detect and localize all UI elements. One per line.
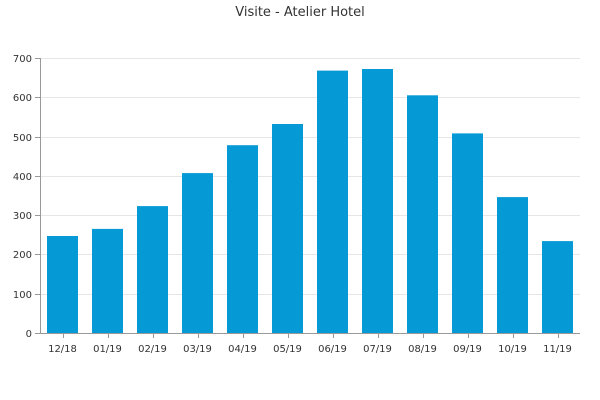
bar-11-19: [542, 241, 573, 333]
y-tick-label: 0: [26, 329, 32, 340]
chart-title: Visite - Atelier Hotel: [235, 5, 365, 20]
bar-02-19: [137, 206, 168, 333]
x-tick-label: 03/19: [183, 344, 212, 355]
x-tick-label: 10/19: [498, 344, 527, 355]
y-tick-label: 600: [13, 93, 32, 104]
bar-09-19: [452, 133, 483, 333]
x-tick-labels: 12/18 01/19 02/19 03/19 04/19 05/19 06/19 07/19…: [48, 344, 572, 355]
y-tick-label: 100: [13, 290, 32, 301]
bars: [47, 69, 573, 333]
y-tick-label: 200: [13, 250, 32, 261]
x-tick-label: 11/19: [543, 344, 572, 355]
bar-07-19: [362, 69, 393, 333]
axes: [35, 58, 580, 338]
bar-10-19: [497, 197, 528, 333]
bar-12-18: [47, 236, 78, 333]
x-tick-label: 05/19: [273, 344, 302, 355]
x-tick-label: 01/19: [93, 344, 122, 355]
bar-06-19: [317, 70, 348, 333]
x-tick-label: 08/19: [408, 344, 437, 355]
y-tick-label: 700: [13, 54, 32, 65]
x-tick-label: 06/19: [318, 344, 347, 355]
bar-03-19: [182, 173, 213, 333]
x-tick-label: 02/19: [138, 344, 167, 355]
x-tick-label: 09/19: [453, 344, 482, 355]
gridlines: [40, 58, 580, 295]
bar-01-19: [92, 228, 123, 333]
x-tick-label: 07/19: [363, 344, 392, 355]
y-tick-label: 400: [13, 172, 32, 183]
y-tick-labels: 0 100 200 300 400 500 600 700: [13, 54, 32, 340]
x-tick-label: 04/19: [228, 344, 257, 355]
y-tick-label: 300: [13, 211, 32, 222]
y-tick-label: 500: [13, 133, 32, 144]
bar-08-19: [407, 95, 438, 333]
bar-04-19: [227, 145, 258, 333]
x-tick-label: 12/18: [48, 344, 77, 355]
bar-05-19: [272, 124, 303, 333]
